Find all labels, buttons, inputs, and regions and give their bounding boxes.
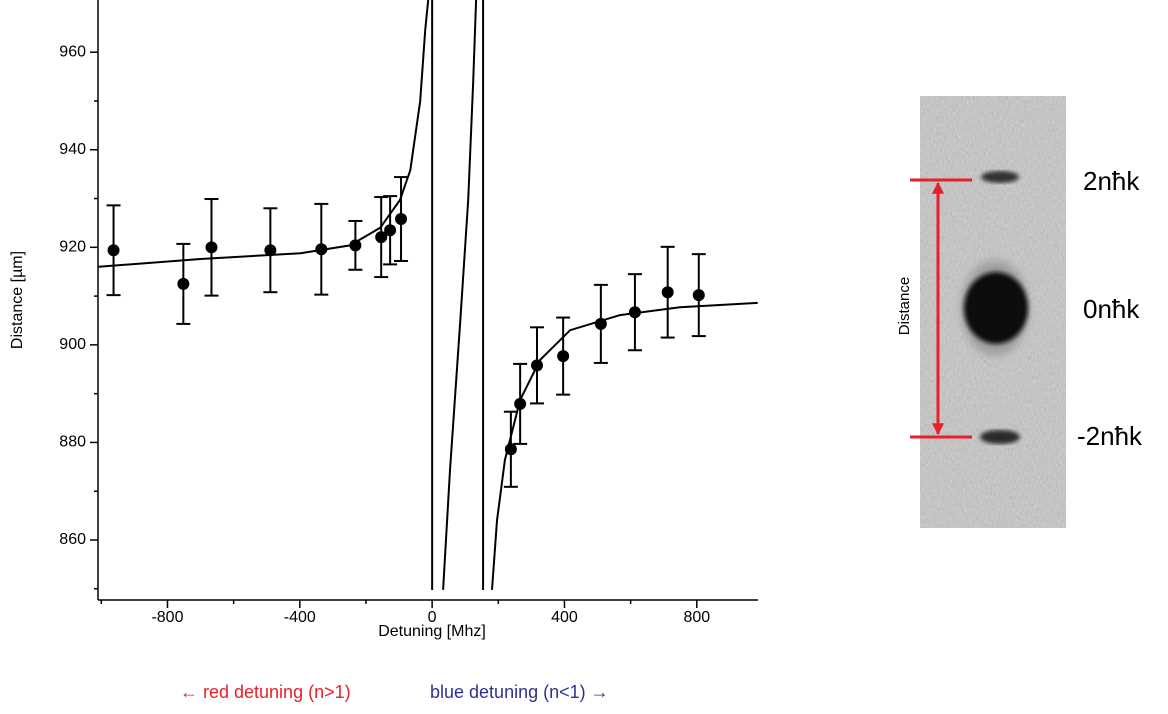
cloud-center: [964, 272, 1028, 344]
data-point: [504, 443, 517, 456]
order-label: 0nħk: [1083, 294, 1140, 324]
data-point: [557, 350, 570, 363]
data-point: [384, 224, 397, 237]
image-axis-label: Distance: [896, 277, 913, 335]
data-point: [177, 277, 190, 290]
y-tick-label: 880: [59, 434, 86, 451]
data-point: [692, 289, 705, 302]
order-label: 2nħk: [1083, 166, 1140, 196]
data-point: [264, 244, 277, 257]
x-axis-label: Detuning [Mhz]: [378, 623, 486, 640]
data-point: [395, 213, 408, 226]
data-point: [661, 286, 674, 299]
fit-curve: [98, 0, 758, 590]
plot-area: [98, 0, 758, 590]
y-axis-label: Distance [µm]: [9, 251, 26, 349]
order-label: -2nħk: [1077, 421, 1143, 451]
cloud-top: [981, 171, 1019, 183]
data-point: [205, 241, 218, 254]
data-point: [594, 317, 607, 330]
data-point: [315, 243, 328, 256]
y-tick-label: 860: [59, 531, 86, 548]
data-point: [531, 359, 544, 372]
x-tick-label: -400: [284, 609, 316, 626]
x-tick-label: 0: [428, 609, 437, 626]
plot: 860 880 900 920 940 960 -800 -400 0 400 800: [59, 0, 758, 626]
data-point: [107, 244, 120, 257]
data-point: [628, 306, 641, 319]
y-tick-label: 920: [59, 239, 86, 256]
x-tick-label: -800: [151, 609, 183, 626]
data-point: [349, 239, 362, 252]
x-tick-label: 800: [683, 609, 710, 626]
annotation: ← red detuning (n>1): [180, 682, 351, 702]
image-panel: Distance 2nħk 0nħk -2nħk: [896, 96, 1143, 528]
data-point: [375, 231, 388, 244]
y-tick-label: 940: [59, 141, 86, 158]
data-point: [514, 397, 527, 410]
y-tick-label: 900: [59, 336, 86, 353]
y-tick-label: 960: [59, 43, 86, 60]
x-tick-label: 400: [551, 609, 578, 626]
annotation: blue detuning (n<1) →: [430, 682, 609, 702]
cloud-bottom: [980, 430, 1020, 444]
